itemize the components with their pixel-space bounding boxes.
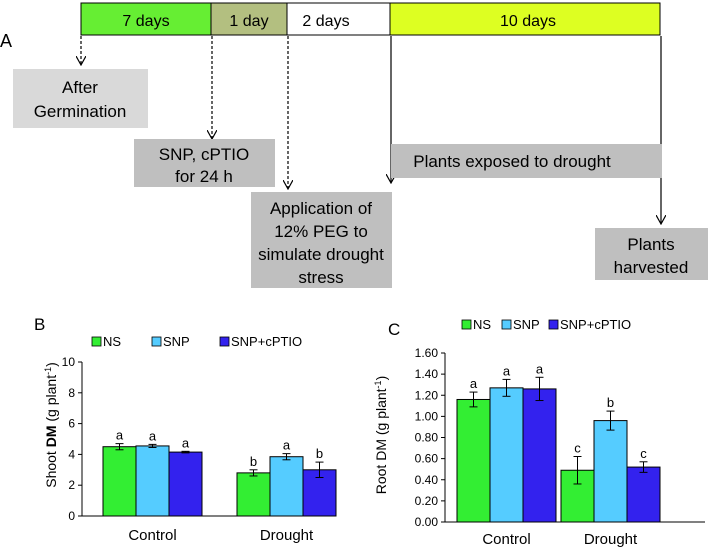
chart-b-bar [168, 451, 203, 517]
chart-b-significance-letter: a [283, 438, 291, 453]
note-peg-line-1: Application of [270, 199, 372, 218]
timeline-segment-7-days [80, 2, 212, 36]
chart-b-significance-letter: a [116, 428, 124, 443]
chart-b-ytick-label: 8 [68, 386, 75, 400]
chart-b-significance-letter: b [316, 446, 323, 461]
chart-b-bar [269, 456, 304, 517]
note-germination: After Germination [13, 69, 148, 128]
note-drought: Plants exposed to drought [391, 144, 662, 178]
note-snp-line-1: SNP, cPTIO [159, 145, 249, 164]
timeline-segment-1-day [210, 2, 288, 36]
chart-c-ytick-label: 1.00 [415, 409, 439, 423]
chart-b-legend-label-snp: SNP [163, 334, 190, 349]
chart-b-legend-label-ns: NS [103, 334, 121, 349]
chart-b-panel-label: B [34, 315, 45, 334]
timeline-segment-10-days [389, 2, 661, 36]
chart-b: B Shoot DM (g plant-1) NS SNP SNP+cPTIO … [34, 315, 337, 544]
chart-c-category-label: Control [482, 531, 530, 548]
chart-c-significance-letter: c [574, 441, 581, 456]
chart-b-ytick-label: 0 [68, 509, 75, 523]
chart-c-legend-label-snp: SNP [513, 317, 540, 332]
chart-b-legend: NS SNP SNP+cPTIO [91, 334, 302, 349]
chart-b-significance-letter: b [250, 454, 257, 469]
chart-b-legend-label-snp-cptio: SNP+cPTIO [231, 334, 302, 349]
chart-b-ytick-label: 4 [68, 447, 75, 461]
chart-c-significance-letter: a [503, 363, 511, 378]
chart-c-ytick-label: 0.20 [415, 494, 439, 508]
note-harvest-line-2: harvested [614, 258, 689, 277]
note-peg-line-4: stress [298, 268, 343, 287]
chart-c-legend-swatch-snp-cptio [548, 319, 559, 330]
chart-c-legend-label-snp-cptio: SNP+cPTIO [560, 317, 631, 332]
timeline: 7 days 1 day 2 days 10 days [80, 2, 661, 36]
chart-c-ytick-label: 1.60 [415, 346, 439, 360]
chart-c-significance-letter: a [536, 361, 544, 376]
chart-c-significance-letter: c [640, 446, 647, 461]
note-drought-line-1: Plants exposed to drought [413, 152, 611, 171]
chart-c-significance-letter: b [607, 395, 614, 410]
chart-c-significance-letter: a [470, 376, 478, 391]
chart-c-legend: NS SNP SNP+cPTIO [461, 317, 631, 332]
note-peg: Application of 12% PEG to simulate droug… [251, 192, 392, 288]
timeline-label-1-day: 1 day [229, 13, 268, 30]
timeline-label-7-days: 7 days [122, 13, 169, 30]
note-peg-line-2: 12% PEG to [274, 222, 368, 241]
timeline-label-10-days: 10 days [500, 13, 556, 30]
chart-b-bar [236, 472, 271, 517]
chart-c-bar [456, 398, 491, 523]
chart-b-ytick-label: 2 [68, 478, 75, 492]
chart-c-legend-label-ns: NS [473, 317, 491, 332]
chart-b-category-label: Drought [260, 527, 314, 544]
note-germination-line-2: Germination [34, 102, 127, 121]
note-snp: SNP, cPTIO for 24 h [134, 139, 275, 187]
chart-b-ytick-label: 10 [62, 355, 76, 369]
chart-b-legend-swatch-snp-cptio [219, 336, 230, 347]
chart-c-bar [626, 466, 661, 523]
chart-b-ylabel: Shoot DM (g plant-1) [43, 362, 59, 488]
chart-c-ytick-label: 0.60 [415, 452, 439, 466]
timeline-label-2-days: 2 days [302, 13, 349, 30]
note-germination-line-1: After [62, 78, 98, 97]
chart-c-ytick-label: 0.40 [415, 473, 439, 487]
note-peg-line-3: simulate drought [258, 245, 384, 264]
chart-b-significance-letter: a [182, 435, 190, 450]
chart-c: C Root DM (g plant-1) NS SNP SNP+cPTIO 0… [373, 317, 705, 548]
chart-c-bar [522, 388, 557, 523]
chart-b-bar [135, 445, 170, 517]
panel-a-label: A [0, 31, 12, 51]
chart-c-bar [489, 387, 524, 523]
chart-c-bar [593, 420, 628, 523]
chart-c-panel-label: C [388, 320, 400, 339]
chart-c-ylabel: Root DM (g plant-1) [373, 376, 389, 495]
note-harvest-line-1: Plants [627, 235, 674, 254]
chart-c-ytick-label: 1.40 [415, 367, 439, 381]
note-harvest: Plants harvested [595, 228, 708, 280]
timeline-segment-2-days [286, 2, 391, 36]
note-snp-line-2: for 24 h [175, 167, 233, 186]
chart-c-legend-swatch-snp [501, 319, 512, 330]
chart-b-bar [102, 446, 137, 517]
chart-c-ytick-label: 1.20 [415, 388, 439, 402]
chart-b-category-label: Control [128, 527, 176, 544]
chart-c-legend-swatch-ns [461, 319, 472, 330]
chart-b-legend-swatch-snp [151, 336, 162, 347]
chart-c-ytick-label: 0.80 [415, 431, 439, 445]
chart-b-legend-swatch-ns [91, 336, 102, 347]
chart-c-ytick-label: 0.00 [415, 515, 439, 529]
chart-c-category-label: Drought [584, 531, 638, 548]
chart-b-ytick-label: 6 [68, 417, 75, 431]
chart-b-significance-letter: a [149, 428, 157, 443]
